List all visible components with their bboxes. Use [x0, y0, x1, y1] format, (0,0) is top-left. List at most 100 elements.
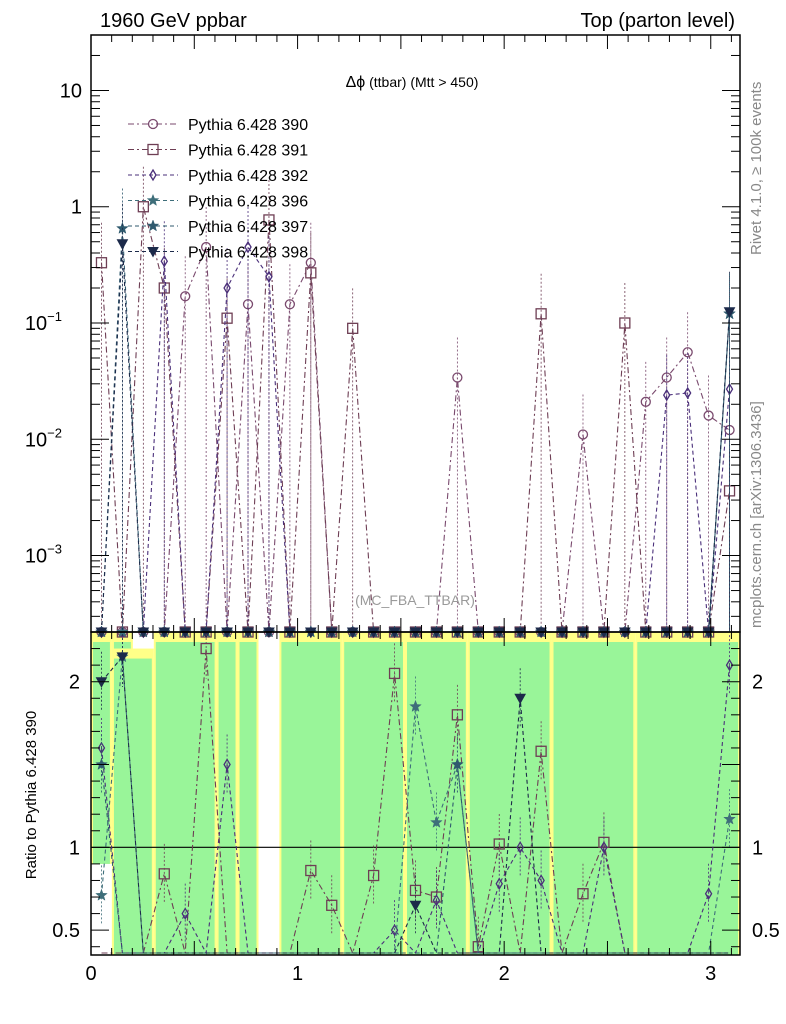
- main-y-tick-label-1: 1: [71, 197, 82, 219]
- series-0-point-9: [284, 299, 296, 310]
- series-2-point-6: [223, 281, 231, 295]
- main-y-tick-label-2: 10−1: [25, 309, 62, 335]
- ratio-2-point-20: [516, 841, 524, 854]
- ratio-2-point-0: [97, 741, 106, 755]
- ratio-1-point-17: [451, 709, 464, 721]
- ratio-2-point-29: [704, 887, 713, 900]
- y-tick-base: 10: [25, 313, 47, 335]
- series-line-0: [101, 246, 730, 633]
- ratio-3-point-15: [409, 699, 422, 712]
- series-1-point-0: [95, 257, 108, 269]
- x-tick-label-1: 1: [292, 963, 303, 985]
- ratio-y-axis-label: Ratio to Pythia 6.428 390: [23, 711, 40, 879]
- ratio-y-tick-label-2: 0.5: [52, 920, 80, 942]
- band-green-3: [155, 642, 215, 955]
- ratio-5-point-15: [409, 900, 422, 912]
- ratio-3-point-16: [430, 815, 443, 828]
- legend-label-2: Pythia 6.428 392: [188, 168, 308, 185]
- band-green-5: [239, 642, 257, 955]
- band-green-10: [553, 642, 634, 955]
- legend-marker-0: [147, 118, 159, 130]
- main-y-tick-label-4: 10−3: [25, 542, 62, 568]
- ratio-y-tick-label-0: 2: [69, 672, 80, 694]
- ratio-series-group: [95, 634, 736, 955]
- header-energy: 1960 GeV ppbar: [100, 10, 247, 32]
- series-2-point-7: [244, 240, 252, 254]
- legend-label-0: Pythia 6.428 390: [188, 117, 308, 134]
- main-y-tick-label-0: 10: [60, 80, 82, 102]
- legend-marker-2: [149, 168, 157, 182]
- series-1-point-10: [305, 267, 317, 279]
- series-0-point-28: [682, 347, 693, 358]
- ratio-4-point-17: [451, 757, 464, 771]
- ratio-1-point-11: [326, 899, 338, 911]
- analysis-watermark: (MC_FBA_TTBAR): [355, 592, 475, 608]
- ratio-2-point-16: [432, 894, 441, 907]
- series-5-point-1: [116, 239, 129, 250]
- ratio-2-point-30: [725, 658, 734, 672]
- series-0-point-17: [452, 372, 463, 383]
- ratio-5-point-1: [116, 652, 129, 663]
- x-tick-label-3: 3: [705, 963, 716, 985]
- series-line-3: [101, 313, 731, 633]
- header-process: Top (parton level): [580, 10, 735, 32]
- series-2-point-3: [160, 254, 169, 268]
- ratio-2-point-21: [537, 874, 545, 887]
- y-tick-base: 10: [25, 429, 47, 451]
- ratio-2-point-24: [600, 841, 608, 854]
- series-line-1: [100, 206, 731, 633]
- series-line-4: [100, 228, 731, 633]
- ratio-frame: [90, 631, 741, 956]
- ratio-2-point-19: [495, 877, 503, 891]
- main-series-group: [95, 166, 736, 639]
- series-line-5: [100, 243, 731, 633]
- series-2-point-8: [265, 270, 273, 284]
- series-0-point-29: [703, 410, 714, 421]
- mcplots-url-label: mcplots.cern.ch [arXiv:1306.3436]: [748, 401, 765, 628]
- y-tick-base: 1: [71, 197, 82, 219]
- legend-label-1: Pythia 6.428 391: [188, 143, 308, 160]
- legend-label-5: Pythia 6.428 398: [188, 245, 308, 262]
- series-0-point-23: [577, 429, 589, 440]
- band-green-6: [281, 642, 341, 955]
- series-line-2: [101, 246, 731, 633]
- series-1-point-12: [347, 322, 359, 334]
- legend-marker-3: [146, 193, 160, 206]
- y-tick-exponent: −1: [47, 309, 62, 324]
- legend-label-4: Pythia 6.428 397: [188, 219, 308, 236]
- series-0-point-26: [640, 396, 651, 407]
- y-tick-exponent: −2: [47, 425, 62, 440]
- series-1-point-8: [263, 214, 275, 226]
- series-5-point-30: [723, 307, 736, 318]
- legend-marker-4: [146, 219, 160, 232]
- ratio-1-point-23: [577, 888, 589, 900]
- ratio-1-point-3: [158, 868, 170, 880]
- ratio-1-point-14: [388, 667, 401, 680]
- y-tick-base: 10: [60, 80, 82, 102]
- main-y-tick-label-3: 10−2: [25, 425, 62, 451]
- ratio-1-point-10: [305, 864, 317, 877]
- legend-label-3: Pythia 6.428 396: [188, 194, 308, 211]
- series-1-point-2: [137, 201, 149, 213]
- ratio-1-point-13: [367, 869, 380, 882]
- series-1-point-25: [619, 317, 631, 329]
- y-tick-base: 10: [25, 546, 47, 568]
- x-tick-label-0: 0: [85, 963, 96, 985]
- chart-title: Δϕ (ttbar) (Mtt > 450): [346, 74, 479, 91]
- x-tick-label-2: 2: [499, 963, 510, 985]
- ratio-y-tick-label-right-1: 1: [752, 837, 763, 859]
- legend-marker-1: [147, 143, 159, 156]
- y-tick-exponent: −3: [47, 542, 62, 557]
- ratio-2-point-6: [223, 758, 231, 771]
- series-2-point-27: [662, 388, 671, 402]
- ratio-1-point-5: [200, 642, 212, 655]
- ratio-y-tick-label-right-2: 0.5: [752, 920, 780, 942]
- series-0-point-5: [200, 241, 212, 253]
- ratio-1-point-21: [535, 745, 547, 757]
- ratio-y-tick-label-right-0: 2: [752, 672, 763, 694]
- ratio-1-point-19: [493, 838, 505, 850]
- rivet-version-label: Rivet 4.1.0, ≥ 100k events: [748, 82, 765, 255]
- ratio-4-point-0: [95, 757, 108, 771]
- band-green-4: [218, 642, 236, 955]
- series-0-point-4: [180, 291, 191, 302]
